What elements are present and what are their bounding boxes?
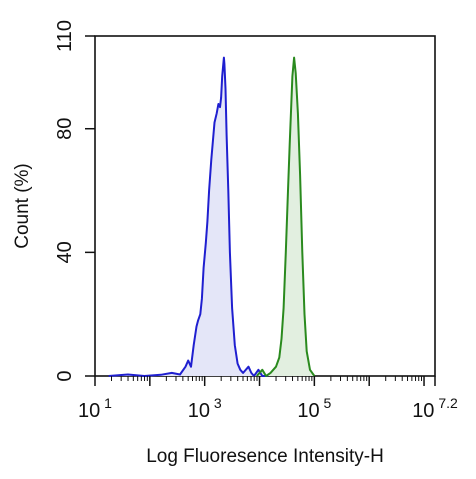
y-axis-title: Count (%) (12, 163, 33, 249)
x-tick-labels: 10 1 10 3 10 5 10 7.2 (78, 395, 458, 422)
series-1-line (108, 56, 268, 377)
x-tick-base: 10 (297, 400, 319, 422)
series-2-line (256, 56, 316, 377)
series-2-area (256, 57, 315, 376)
y-tick-label: 40 (54, 241, 76, 263)
x-tick-label: 10 1 (78, 395, 112, 422)
y-tick-label: 0 (54, 370, 76, 381)
x-tick-label: 10 7.2 (412, 395, 458, 422)
x-tick-label: 10 3 (188, 395, 222, 422)
x-tick-exponent: 3 (210, 395, 222, 411)
x-axis-ticks (94, 376, 436, 386)
x-tick-base: 10 (188, 400, 210, 422)
x-tick-exponent: 1 (100, 395, 112, 411)
y-tick-labels: 0 40 80 110 (54, 20, 76, 382)
x-tick-base: 10 (412, 400, 434, 422)
y-axis-ticks (85, 35, 95, 377)
series-lines (108, 56, 316, 377)
x-tick-label: 10 5 (297, 395, 331, 422)
series-1-area (108, 57, 268, 376)
y-tick-label: 80 (54, 118, 76, 140)
y-tick-label: 110 (54, 20, 76, 52)
x-tick-base: 10 (78, 400, 100, 422)
series-fills (108, 57, 315, 376)
plot-frame (94, 35, 436, 377)
x-axis-title: Log Fluoresence Intensity-H (146, 446, 384, 467)
x-tick-exponent: 5 (320, 395, 332, 411)
x-tick-exponent: 7.2 (434, 395, 458, 411)
